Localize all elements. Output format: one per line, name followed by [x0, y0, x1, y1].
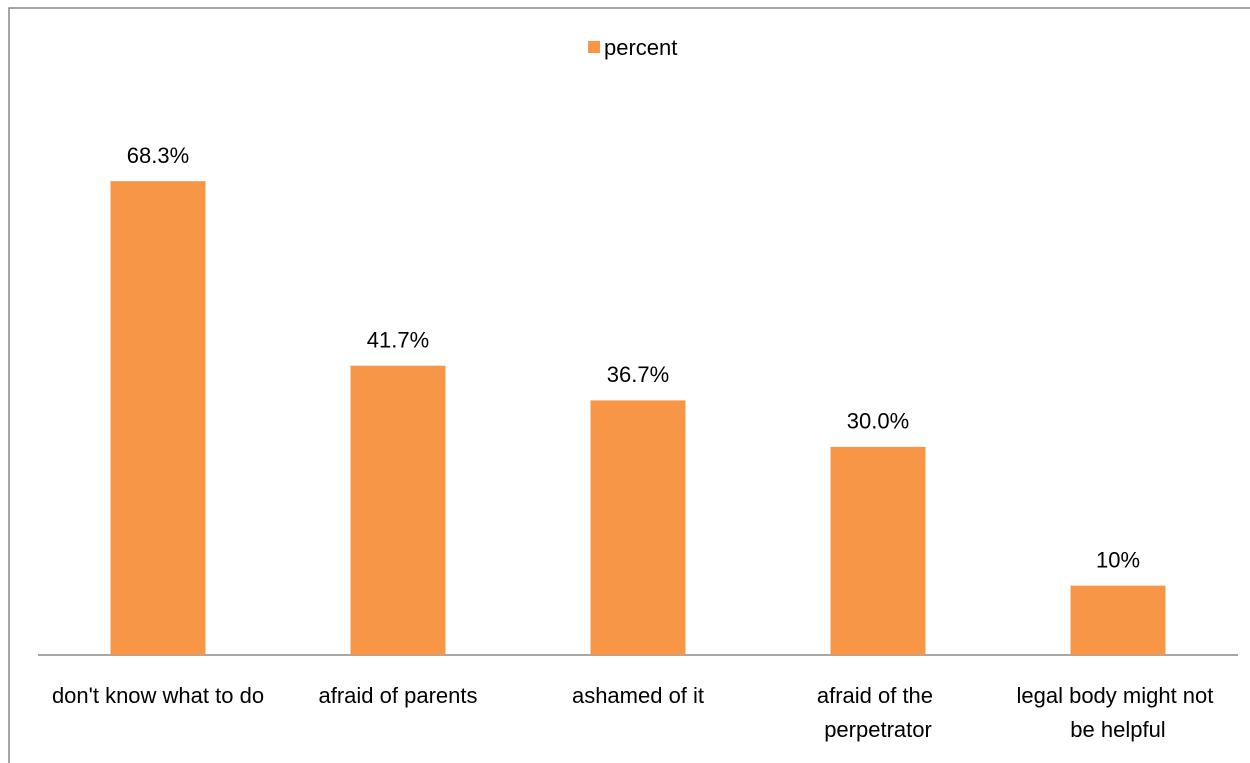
data-label: 68.3% — [127, 143, 189, 168]
data-label: 10% — [1096, 547, 1140, 572]
data-label: 30.0% — [847, 409, 909, 434]
data-label: 41.7% — [367, 328, 429, 353]
x-tick-label: don't know what to do — [52, 683, 264, 708]
x-tick-label: ashamed of it — [572, 683, 704, 708]
bar — [830, 446, 926, 655]
bar — [1070, 585, 1166, 655]
bar — [110, 181, 206, 655]
bar — [350, 365, 446, 655]
x-tick-label: afraid of the perpetrator — [817, 683, 939, 742]
legend-label: percent — [604, 35, 677, 60]
legend-swatch — [588, 41, 600, 53]
data-label: 36.7% — [607, 362, 669, 387]
x-tick-label: afraid of parents — [319, 683, 478, 708]
bar — [590, 400, 686, 655]
x-tick-label: legal body might not be helpful — [1016, 683, 1219, 742]
